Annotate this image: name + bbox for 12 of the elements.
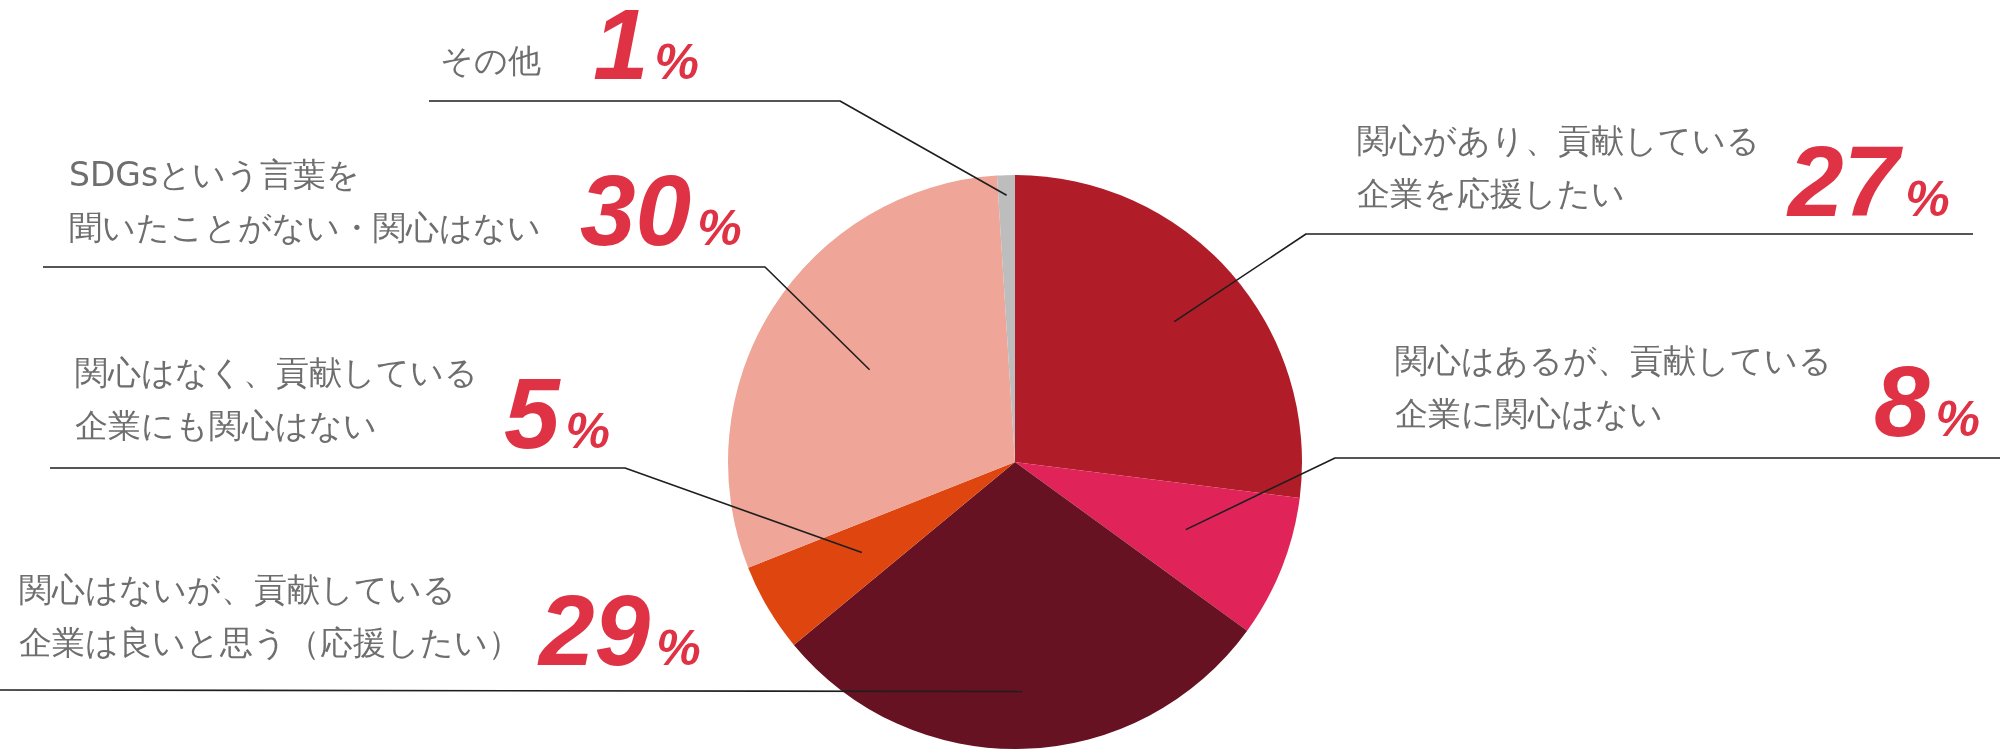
data-label: 1%	[593, 0, 700, 100]
slice-label: SDGsという言葉を聞いたことがない・関心はない	[69, 154, 541, 247]
slice-label: その他	[440, 40, 541, 80]
data-label: 30%	[580, 154, 742, 266]
slice-label: 関心はないが、貢献している企業は良いと思う（応援したい）	[19, 569, 521, 662]
data-label: 29%	[537, 574, 701, 686]
data-label: 27%	[1786, 125, 1950, 237]
slice-label: 関心はあるが、貢献している企業に関心はない	[1395, 340, 1832, 433]
data-label: 8%	[1874, 345, 1981, 457]
data-label: 5%	[504, 357, 611, 469]
slice-label: 関心があり、貢献している企業を応援したい	[1357, 120, 1760, 213]
slice-label: 関心はなく、貢献している企業にも関心はない	[75, 352, 478, 445]
